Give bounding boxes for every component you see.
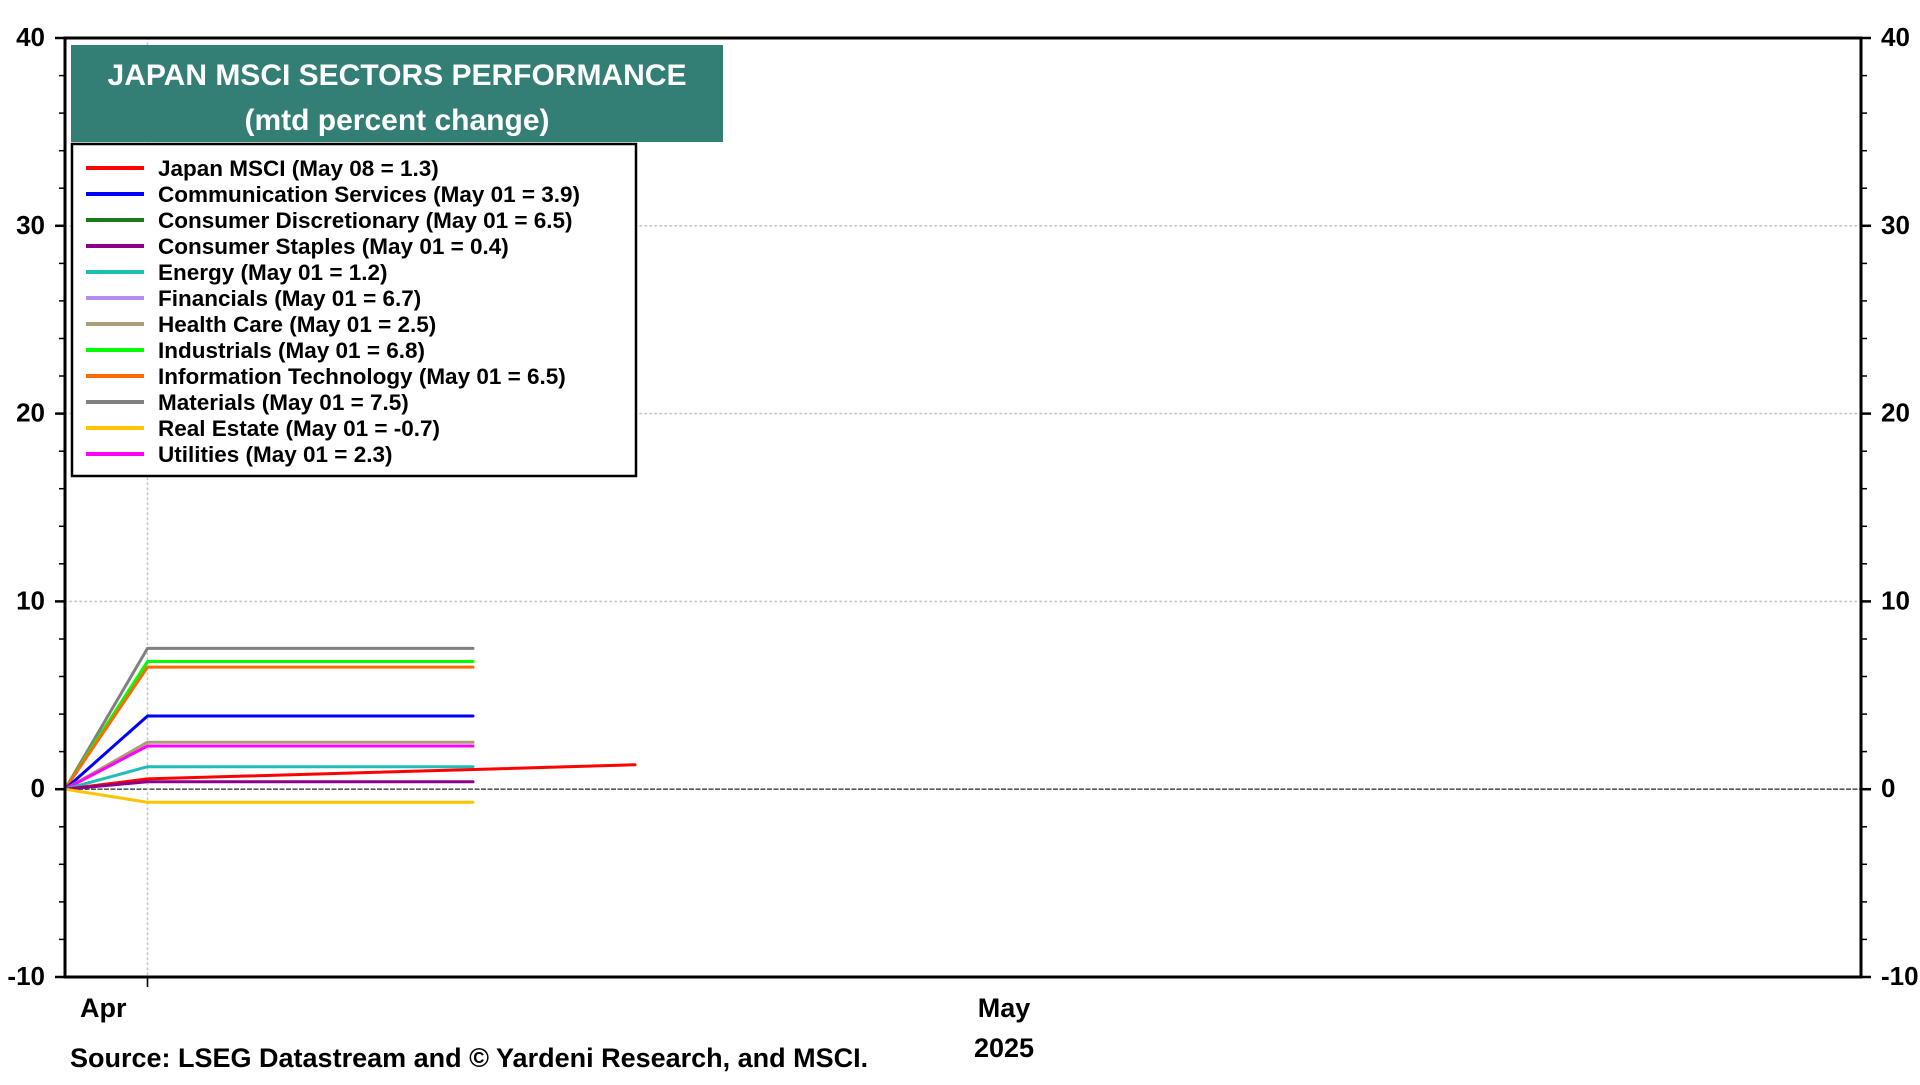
svg-text:Source: LSEG Datastream and ©: Source: LSEG Datastream and © Yardeni Re… [70, 1043, 868, 1073]
svg-text:30: 30 [16, 210, 45, 240]
svg-text:40: 40 [16, 22, 45, 52]
svg-text:Utilities (May 01 = 2.3): Utilities (May 01 = 2.3) [158, 442, 392, 467]
svg-text:2025: 2025 [974, 1033, 1034, 1063]
svg-text:Materials (May 01 = 7.5): Materials (May 01 = 7.5) [158, 390, 409, 415]
svg-text:0: 0 [31, 773, 45, 803]
svg-text:10: 10 [1881, 585, 1910, 615]
svg-text:Information Technology (May 01: Information Technology (May 01 = 6.5) [158, 364, 566, 389]
svg-text:Financials (May 01 = 6.7): Financials (May 01 = 6.7) [158, 286, 421, 311]
svg-text:30: 30 [1881, 210, 1910, 240]
svg-text:(mtd percent change): (mtd percent change) [244, 104, 549, 137]
svg-text:Consumer Staples (May 01 = 0.4: Consumer Staples (May 01 = 0.4) [158, 234, 509, 259]
svg-text:40: 40 [1881, 22, 1910, 52]
svg-text:May: May [978, 993, 1031, 1023]
svg-text:0: 0 [1881, 773, 1895, 803]
svg-text:20: 20 [16, 398, 45, 428]
svg-text:JAPAN MSCI SECTORS PERFORMANCE: JAPAN MSCI SECTORS PERFORMANCE [108, 59, 687, 92]
svg-text:Health Care (May 01 = 2.5): Health Care (May 01 = 2.5) [158, 312, 436, 337]
svg-text:Communication Services (May 01: Communication Services (May 01 = 3.9) [158, 182, 580, 207]
svg-text:10: 10 [16, 585, 45, 615]
svg-text:Consumer Discretionary (May 01: Consumer Discretionary (May 01 = 6.5) [158, 208, 573, 233]
svg-text:-10: -10 [1881, 961, 1919, 991]
svg-text:Industrials (May 01 = 6.8): Industrials (May 01 = 6.8) [158, 338, 425, 363]
svg-text:Apr: Apr [80, 993, 127, 1023]
svg-text:Real Estate (May 01 = -0.7): Real Estate (May 01 = -0.7) [158, 416, 440, 441]
svg-text:Japan MSCI (May 08 = 1.3): Japan MSCI (May 08 = 1.3) [158, 156, 439, 181]
svg-text:20: 20 [1881, 398, 1910, 428]
svg-text:-10: -10 [7, 961, 45, 991]
svg-text:Energy (May 01 = 1.2): Energy (May 01 = 1.2) [158, 260, 387, 285]
